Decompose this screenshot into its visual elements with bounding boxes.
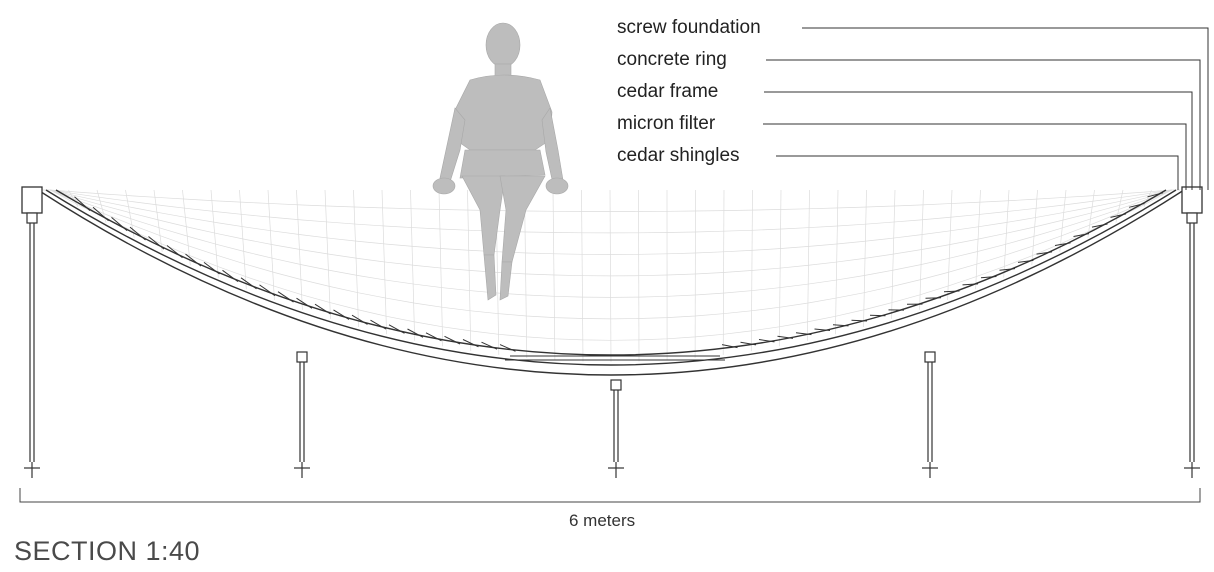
callout-screw-foundation: screw foundation <box>617 17 761 38</box>
callout-micron-filter: micron filter <box>617 113 716 134</box>
net-mesh <box>40 189 1180 362</box>
callout-leaders <box>763 27 1209 190</box>
cedar-shingles-layer <box>74 192 1164 352</box>
callout-concrete-ring: concrete ring <box>617 49 727 70</box>
callout-cedar-frame: cedar frame <box>617 81 719 102</box>
bowl-shell <box>37 189 1185 376</box>
floor-mat <box>505 355 725 361</box>
screw-foundations <box>24 212 1200 478</box>
concrete-ring-right <box>1181 186 1203 214</box>
callout-cedar-shingles: cedar shingles <box>617 145 740 166</box>
dimension-line <box>19 488 1201 503</box>
concrete-ring-left <box>21 186 43 214</box>
human-figure <box>432 22 569 301</box>
section-title: SECTION 1:40 <box>14 536 201 566</box>
dimension-label: 6 meters <box>569 511 636 530</box>
